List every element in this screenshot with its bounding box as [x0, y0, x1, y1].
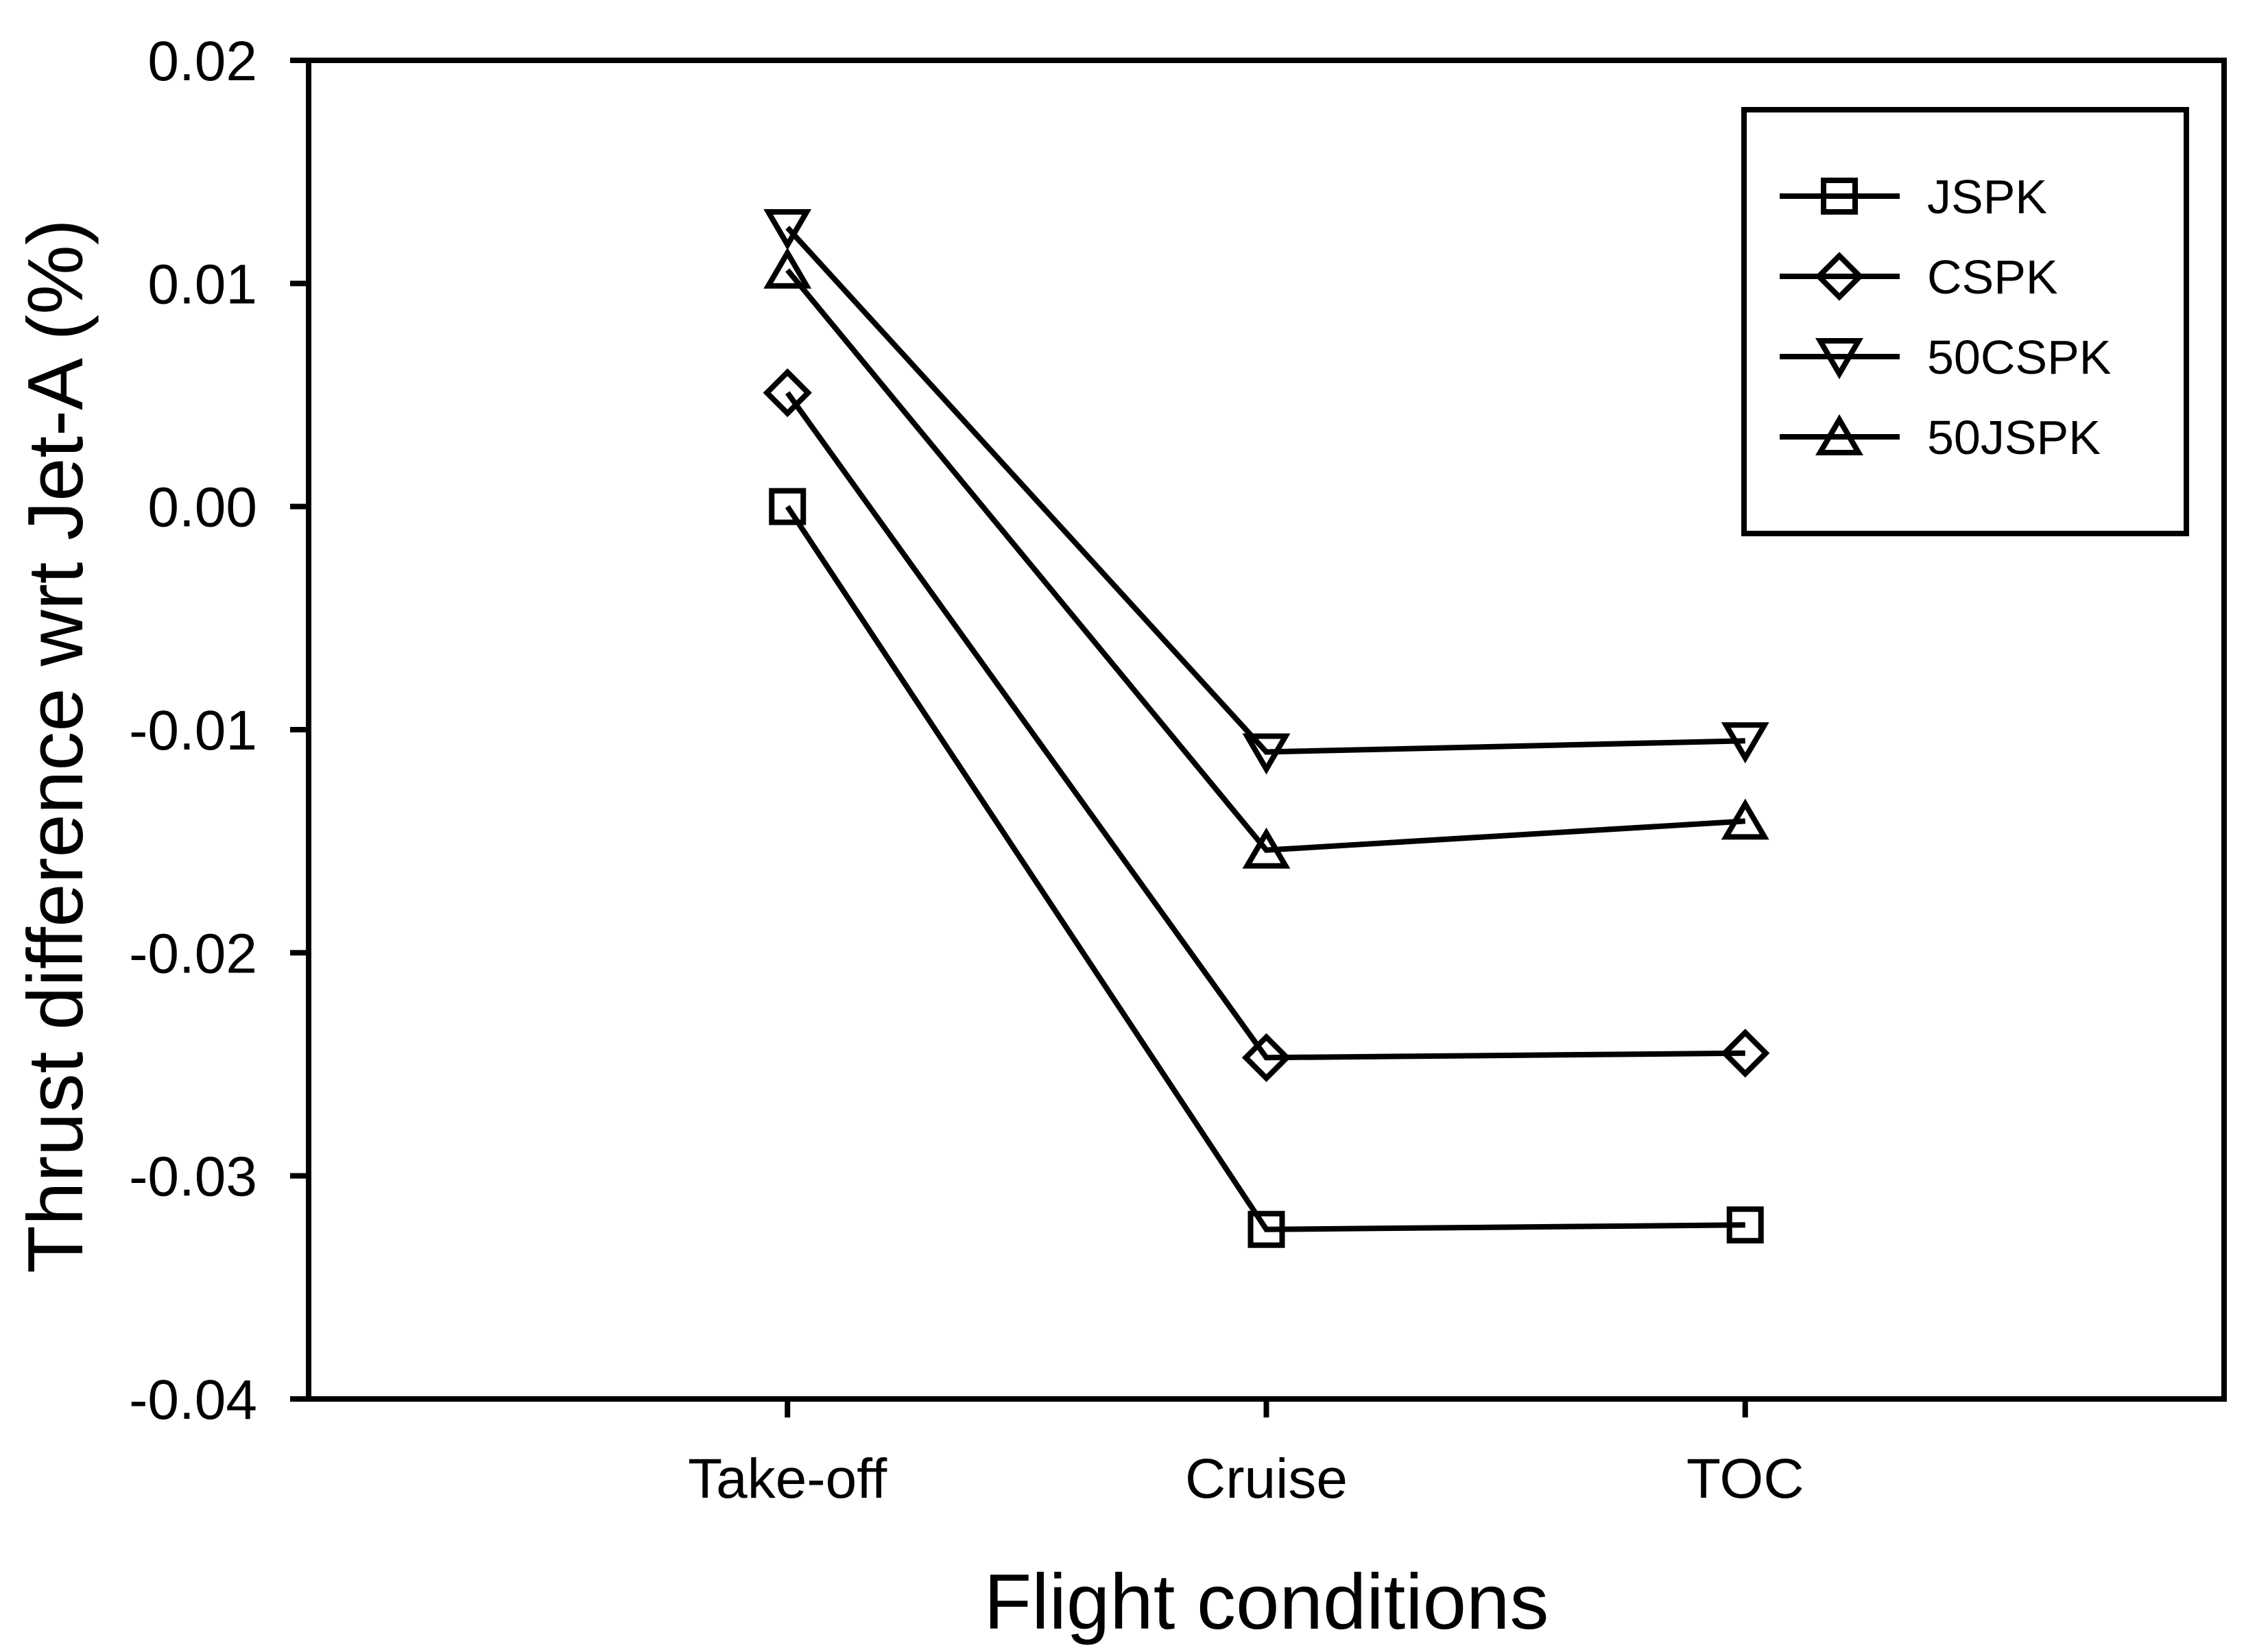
marker-CSPK-TOC: [1721, 1029, 1770, 1078]
legend-item-50JSPK: 50JSPK: [1780, 411, 2101, 464]
legend-item-CSPK: CSPK: [1780, 250, 2058, 304]
x-axis: Take-off Cruise TOC: [688, 1399, 1804, 1510]
legend-marker-square: [1821, 178, 1858, 215]
legend-item-JSPK: JSPK: [1780, 170, 2047, 224]
x-axis-title: Flight conditions: [984, 1559, 1549, 1646]
y-tick-label: -0.01: [129, 699, 257, 762]
legend: JSPK CSPK 50CSPK 50JSPK: [1741, 107, 2189, 536]
series-line-50CSPK: [785, 226, 1745, 755]
legend-item-50CSPK: 50CSPK: [1780, 331, 2111, 384]
marker-50CSPK-TOC: [1721, 722, 1769, 764]
legend-label: 50CSPK: [1927, 331, 2111, 384]
marker-50CSPK-Cruise: [1242, 733, 1291, 775]
legend-label: JSPK: [1927, 170, 2047, 224]
series-line-JSPK: [785, 505, 1745, 1232]
y-axis: 0.02 0.01 0.00 -0.01 -0.02 -0.03 -0.04: [129, 30, 309, 1431]
y-tick-label: -0.03: [129, 1146, 257, 1208]
marker-JSPK-Take-off: [769, 488, 807, 525]
marker-50JSPK-Cruise: [1242, 827, 1291, 869]
legend-marker-triangle-down: [1815, 338, 1863, 379]
marker-50CSPK-Take-off: [763, 209, 812, 250]
marker-CSPK-Take-off: [763, 368, 812, 418]
y-axis-title: Thrust difference wrt Jet-A (%): [12, 219, 99, 1273]
marker-JSPK-TOC: [1726, 1206, 1764, 1244]
series-layer: [763, 209, 1770, 1248]
y-tick-label: -0.02: [129, 922, 257, 985]
x-tick-label-Cruise: Cruise: [1185, 1448, 1348, 1510]
marker-CSPK-Cruise: [1241, 1033, 1291, 1082]
legend-marker-diamond: [1815, 252, 1864, 301]
legend-marker-triangle-up: [1815, 414, 1863, 455]
y-tick-label: -0.04: [129, 1369, 257, 1431]
series-line-50JSPK: [785, 268, 1745, 853]
legend-label: 50JSPK: [1927, 411, 2101, 464]
marker-50JSPK-TOC: [1721, 798, 1769, 840]
marker-50JSPK-Take-off: [763, 247, 812, 289]
y-tick-label: 0.00: [147, 477, 257, 539]
y-tick-label: 0.02: [147, 30, 257, 93]
legend-label: CSPK: [1927, 250, 2058, 304]
x-tick-label-Take-off: Take-off: [688, 1448, 887, 1510]
marker-JSPK-Cruise: [1247, 1210, 1285, 1248]
y-tick-label: 0.01: [147, 253, 257, 315]
legend-box: [1741, 107, 2189, 536]
series-line-CSPK: [785, 391, 1745, 1061]
x-tick-label-TOC: TOC: [1686, 1448, 1804, 1510]
